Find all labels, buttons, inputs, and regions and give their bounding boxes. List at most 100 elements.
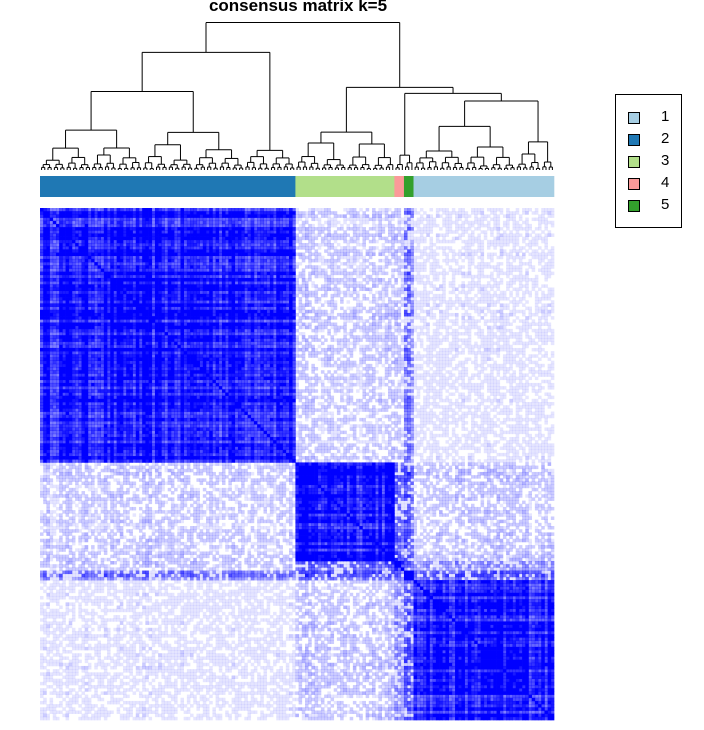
heatmap-cell [429,208,434,212]
heatmap-cell [55,249,60,253]
heatmap-cell [91,440,95,444]
heatmap-cell [87,675,92,680]
heatmap-cell [362,239,366,244]
heatmap-cell [59,341,63,346]
heatmap-cell [298,255,303,260]
heatmap-cell [65,386,70,390]
heatmap-cell [43,293,47,298]
heatmap-cell [59,255,63,260]
heatmap-cell [59,592,63,597]
heatmap-cell [247,239,252,244]
heatmap-cell [68,446,73,451]
heatmap-cell [84,328,89,333]
heatmap-cell [518,258,523,263]
heatmap-cell [71,223,76,228]
heatmap-cell [123,258,127,263]
heatmap-cell [46,685,50,689]
heatmap-cell [314,258,319,263]
heatmap-cell [49,351,54,355]
heatmap-cell [68,675,73,680]
heatmap-cell [78,694,82,699]
heatmap-cell [78,500,82,505]
heatmap-cell [65,338,70,342]
heatmap-cell [49,650,54,654]
heatmap-cell [295,220,299,225]
heatmap-cell [62,433,66,438]
heatmap-cell [46,554,50,559]
heatmap-cell [314,208,319,212]
heatmap-cell [71,242,76,247]
heatmap-cell [91,211,95,215]
heatmap-cell [78,704,82,708]
heatmap-cell [49,573,54,578]
heatmap-cell [410,227,414,231]
heatmap-cell [126,252,130,257]
heatmap-cell [75,242,79,247]
heatmap-cell [490,255,494,260]
heatmap-cell [279,230,283,234]
heatmap-cell [394,236,398,241]
heatmap-cell [84,497,89,501]
heatmap-cell [91,634,95,638]
heatmap-cell [432,252,437,257]
heatmap-cell [55,328,60,333]
heatmap-cell [55,710,60,714]
heatmap-cell [84,217,89,222]
heatmap-cell [403,233,408,237]
heatmap-cell [237,223,242,228]
heatmap-cell [62,519,66,524]
heatmap-cell [55,214,60,218]
heatmap-cell [448,239,453,244]
heatmap-cell [81,223,86,228]
heatmap-cell [273,233,277,237]
heatmap-cell [55,608,60,613]
heatmap-cell [126,242,130,247]
heatmap-cell [493,211,497,215]
heatmap-cell [435,239,440,244]
heatmap-cell [298,236,303,241]
heatmap-cell [308,211,312,215]
heatmap-cell [212,252,216,257]
heatmap-cell [343,220,347,225]
heatmap-cell [103,246,108,250]
heatmap-cell [138,262,143,266]
heatmap-cell [68,227,73,231]
heatmap-cell [94,281,98,285]
heatmap-cell [196,255,200,260]
heatmap-cell [292,230,296,234]
heatmap-cell [87,411,92,416]
heatmap-cell [84,548,89,552]
heatmap-cell [534,211,539,215]
heatmap-cell [221,230,226,234]
heatmap-cell [75,217,79,222]
heatmap-cell [400,239,405,244]
heatmap-cell [62,554,66,559]
heatmap-cell [429,255,434,260]
heatmap-cell [541,230,545,234]
heatmap-cell [43,471,47,476]
heatmap-cell [458,252,462,257]
heatmap-cell [78,659,82,664]
heatmap-cell [87,249,92,253]
heatmap-cell [423,223,427,228]
heatmap-cell [40,414,44,419]
heatmap-cell [62,398,66,403]
heatmap-cell [65,545,70,549]
heatmap-cell [346,255,351,260]
heatmap-cell [75,338,79,342]
heatmap-cell [52,354,57,358]
heatmap-cell [52,239,57,244]
heatmap-cell [40,382,44,387]
heatmap-cell [55,306,60,311]
heatmap-cell [43,347,47,352]
heatmap-cell [81,583,86,587]
heatmap-cell [55,233,60,237]
heatmap-cell [544,211,548,215]
heatmap-cell [260,217,264,222]
heatmap-cell [91,284,95,288]
heatmap-cell [84,535,89,540]
heatmap-cell [65,526,70,530]
heatmap-cell [145,217,149,222]
heatmap-cell [65,242,70,247]
heatmap-cell [212,220,216,225]
